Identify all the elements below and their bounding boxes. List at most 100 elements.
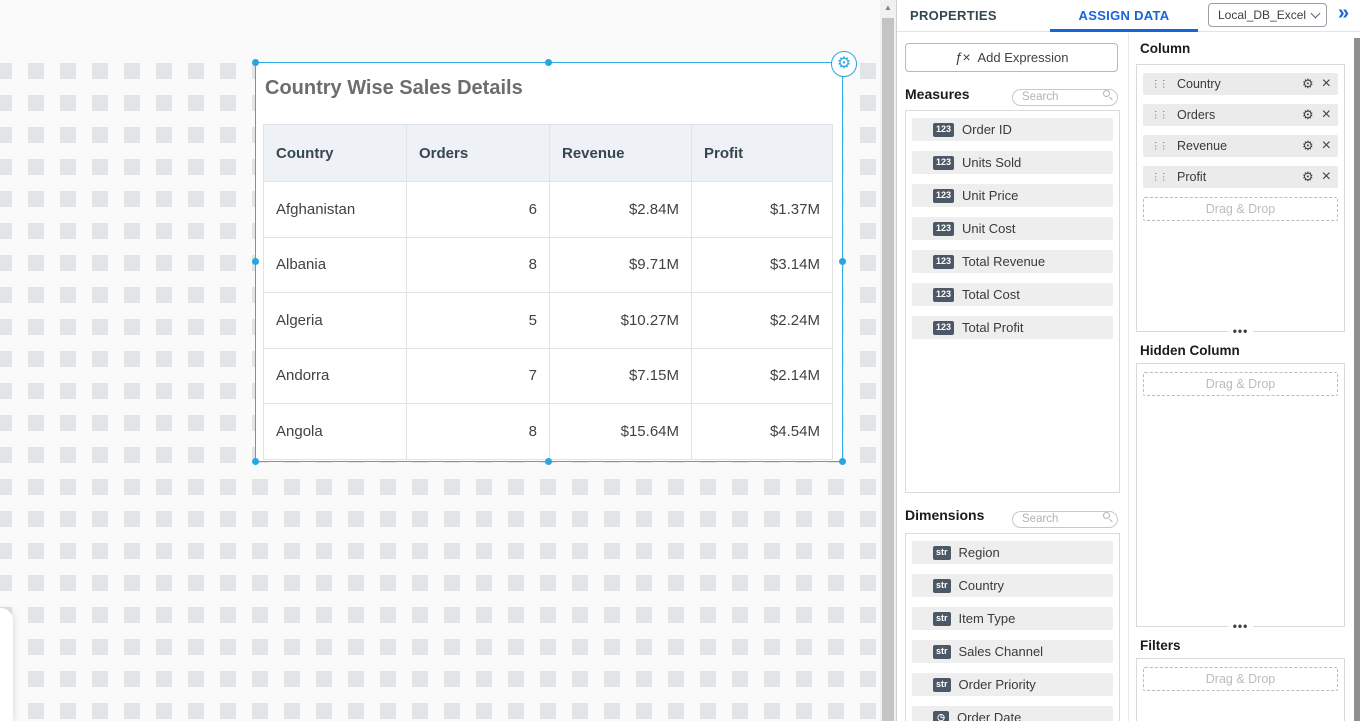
field-type-badge: str <box>933 545 951 560</box>
hidden-column-dropzone[interactable]: Drag & Drop <box>1143 372 1338 396</box>
datasource-select[interactable]: Local_DB_Excel <box>1208 3 1327 27</box>
column-header: Profit <box>691 124 833 182</box>
measure-field[interactable]: 123 Total Cost <box>912 283 1113 306</box>
gear-icon[interactable]: ⚙ <box>1302 76 1314 91</box>
measure-field[interactable]: 123 Units Sold <box>912 151 1113 174</box>
close-icon[interactable]: × <box>1321 106 1331 123</box>
panel-scrollbar-thumb[interactable] <box>1354 38 1360 721</box>
datasource-value: Local_DB_Excel <box>1218 8 1307 22</box>
add-expression-button[interactable]: ƒ× Add Expression <box>905 43 1118 72</box>
dimension-field[interactable]: str Country <box>912 574 1113 597</box>
widget-settings-button[interactable]: ⚙ <box>831 51 857 77</box>
resize-handle-n[interactable] <box>545 59 552 66</box>
section-resize-handle[interactable]: ••• <box>1227 620 1254 632</box>
close-icon[interactable]: × <box>1321 75 1331 92</box>
measure-field[interactable]: 123 Total Revenue <box>912 250 1113 273</box>
column-chip[interactable]: ⋮⋮ Country ⚙ × <box>1143 73 1338 95</box>
table-cell: 7 <box>406 347 550 404</box>
field-type-badge: str <box>933 578 951 593</box>
field-type-badge: ◷ <box>933 710 949 721</box>
drag-handle-icon[interactable]: ⋮⋮ <box>1151 171 1169 183</box>
field-type-badge: 123 <box>933 254 955 269</box>
field-label: Sales Channel <box>958 644 1044 659</box>
table-cell: $1.37M <box>691 181 833 238</box>
search-icon <box>1103 90 1110 97</box>
field-label: Region <box>958 545 1000 560</box>
double-chevron-right-icon: » <box>1338 2 1350 24</box>
section-resize-handle[interactable]: ••• <box>1227 325 1254 337</box>
collapse-panel-button[interactable]: » <box>1338 2 1349 25</box>
chip-label: Country <box>1177 77 1221 91</box>
resize-handle-nw[interactable] <box>252 59 259 66</box>
column-section-heading: Column <box>1140 41 1191 56</box>
table-cell: 5 <box>406 292 550 349</box>
close-icon[interactable]: × <box>1321 168 1331 185</box>
table-cell: $3.14M <box>691 236 833 293</box>
field-type-badge: 123 <box>933 155 955 170</box>
column-chip[interactable]: ⋮⋮ Orders ⚙ × <box>1143 104 1338 126</box>
field-label: Order ID <box>962 122 1012 137</box>
design-canvas[interactable]: ⚙ Country Wise Sales Details Country Orde… <box>0 0 880 721</box>
gear-icon[interactable]: ⚙ <box>1302 138 1314 153</box>
add-expression-label: Add Expression <box>977 50 1069 65</box>
gear-icon[interactable]: ⚙ <box>1302 169 1314 184</box>
measures-heading: Measures <box>905 86 970 102</box>
collapsed-left-panel-edge <box>0 608 13 721</box>
grid-widget[interactable]: ⚙ Country Wise Sales Details Country Orde… <box>252 51 857 465</box>
table-cell: 8 <box>406 403 550 460</box>
tab-properties[interactable]: PROPERTIES <box>910 8 997 23</box>
resize-handle-w[interactable] <box>252 258 259 265</box>
dimension-field[interactable]: str Sales Channel <box>912 640 1113 663</box>
table-cell: 8 <box>406 236 550 293</box>
resize-handle-sw[interactable] <box>252 458 259 465</box>
resize-handle-s[interactable] <box>545 458 552 465</box>
field-label: Unit Cost <box>962 221 1016 236</box>
field-label: Country <box>958 578 1005 593</box>
scrollbar-thumb[interactable] <box>882 18 894 721</box>
dimensions-search-input[interactable] <box>1012 510 1118 528</box>
close-icon[interactable]: × <box>1321 137 1331 154</box>
filters-dropzone[interactable]: Drag & Drop <box>1143 667 1338 691</box>
scroll-up-icon[interactable]: ▲ <box>884 3 892 12</box>
canvas-scrollbar[interactable]: ▲ <box>880 0 896 721</box>
table-row: Afghanistan 6 $2.84M $1.37M <box>263 181 833 238</box>
assign-data-panel: PROPERTIES ASSIGN DATA Local_DB_Excel » … <box>896 0 1360 721</box>
table-cell: $2.24M <box>691 292 833 349</box>
table-row: Andorra 7 $7.15M $2.14M <box>263 347 833 404</box>
table-header-row: Country Orders Revenue Profit <box>263 124 833 182</box>
table-cell: $2.84M <box>549 181 692 238</box>
column-chip[interactable]: ⋮⋮ Revenue ⚙ × <box>1143 135 1338 157</box>
dimension-field[interactable]: str Item Type <box>912 607 1113 630</box>
dimension-field[interactable]: str Region <box>912 541 1113 564</box>
dimension-field[interactable]: str Order Priority <box>912 673 1113 696</box>
table-row: Angola 8 $15.64M $4.54M <box>263 403 833 460</box>
measure-field[interactable]: 123 Order ID <box>912 118 1113 141</box>
filters-droparea: Drag & Drop <box>1136 658 1345 721</box>
field-label: Item Type <box>958 611 1016 626</box>
field-type-badge: 123 <box>933 221 955 236</box>
chip-label: Orders <box>1177 108 1216 122</box>
resize-handle-se[interactable] <box>839 458 846 465</box>
measure-field[interactable]: 123 Unit Price <box>912 184 1113 207</box>
column-chip[interactable]: ⋮⋮ Profit ⚙ × <box>1143 166 1338 188</box>
field-type-badge: 123 <box>933 320 955 335</box>
column-dropzone[interactable]: Drag & Drop <box>1143 197 1338 221</box>
dimension-field[interactable]: ◷ Order Date <box>912 706 1113 721</box>
table-row: Albania 8 $9.71M $3.14M <box>263 236 833 293</box>
hidden-column-droparea: Drag & Drop ••• <box>1136 363 1345 632</box>
measures-search-input[interactable] <box>1012 88 1118 106</box>
gear-icon[interactable]: ⚙ <box>1302 107 1314 122</box>
drag-handle-icon[interactable]: ⋮⋮ <box>1151 78 1169 90</box>
resize-handle-e[interactable] <box>839 258 846 265</box>
gear-icon: ⚙ <box>836 55 852 72</box>
measure-field[interactable]: 123 Total Profit <box>912 316 1113 339</box>
measure-field[interactable]: 123 Unit Cost <box>912 217 1113 240</box>
field-label: Order Date <box>957 710 1022 721</box>
drag-handle-icon[interactable]: ⋮⋮ <box>1151 140 1169 152</box>
table-cell: $7.15M <box>549 347 692 404</box>
drag-handle-icon[interactable]: ⋮⋮ <box>1151 109 1169 121</box>
tab-assign-data[interactable]: ASSIGN DATA <box>1078 8 1170 23</box>
filters-heading: Filters <box>1140 638 1181 653</box>
table-cell: $2.14M <box>691 347 833 404</box>
field-label: Unit Price <box>962 188 1019 203</box>
